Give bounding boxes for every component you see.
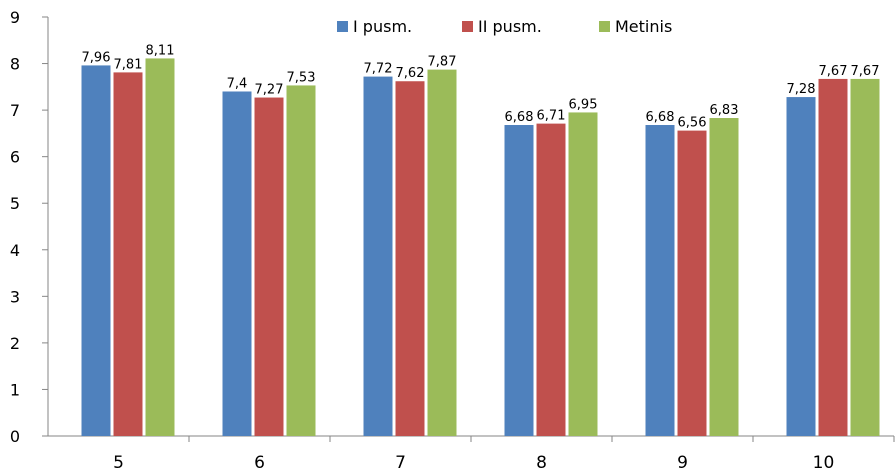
bar bbox=[504, 125, 534, 437]
bar bbox=[363, 76, 393, 436]
y-tick-label: 5 bbox=[10, 194, 20, 213]
bar bbox=[113, 72, 143, 436]
bar bbox=[709, 118, 739, 436]
chart-data-labels: 7,96 7,818,117,4 7,277,537,72 7,627,876,68 6… bbox=[82, 43, 880, 130]
data-label: 7,87 bbox=[428, 55, 457, 70]
y-tick-label: 0 bbox=[10, 427, 20, 446]
data-label: 6,95 bbox=[569, 97, 598, 112]
bar bbox=[145, 58, 175, 436]
y-tick-label: 3 bbox=[10, 287, 20, 306]
y-tick-label: 6 bbox=[10, 148, 20, 167]
y-tick-label: 1 bbox=[10, 380, 20, 399]
x-tick-label: 7 bbox=[395, 453, 406, 470]
data-label: 7,62 bbox=[396, 66, 425, 81]
data-label: 7,81 bbox=[114, 57, 143, 72]
data-label: 6,68 bbox=[646, 110, 675, 125]
bar bbox=[568, 112, 598, 436]
bar bbox=[254, 97, 284, 437]
bar bbox=[645, 125, 675, 437]
y-tick-label: 2 bbox=[10, 334, 20, 353]
legend-swatch bbox=[462, 21, 473, 32]
chart-axes bbox=[47, 17, 895, 442]
x-tick-label: 10 bbox=[813, 453, 835, 470]
data-label: 8,11 bbox=[146, 43, 175, 58]
data-label: 7,67 bbox=[819, 64, 848, 79]
legend-swatch bbox=[599, 21, 610, 32]
data-label: 6,56 bbox=[678, 116, 707, 131]
x-tick-label: 9 bbox=[677, 453, 688, 470]
legend-entry: I pusm. bbox=[337, 17, 412, 36]
bar bbox=[81, 65, 111, 436]
x-axis-labels: 5 6 7 8 9 10 bbox=[113, 453, 834, 470]
data-label: 7,53 bbox=[287, 70, 316, 85]
x-tick-label: 8 bbox=[536, 453, 547, 470]
data-label: 7,96 bbox=[82, 50, 111, 65]
data-label: 7,72 bbox=[364, 62, 393, 77]
y-tick-label: 9 bbox=[10, 8, 20, 27]
x-tick-label: 5 bbox=[113, 453, 124, 470]
y-tick-label: 8 bbox=[10, 55, 20, 74]
x-tick-label: 6 bbox=[254, 453, 265, 470]
legend-swatch bbox=[337, 21, 348, 32]
bar bbox=[286, 85, 316, 436]
data-label: 7,27 bbox=[255, 83, 284, 98]
bar bbox=[222, 91, 252, 436]
y-tick-label: 4 bbox=[10, 241, 20, 260]
data-label: 6,83 bbox=[710, 103, 739, 118]
legend-entry: Metinis bbox=[599, 17, 672, 36]
bar bbox=[536, 123, 566, 437]
legend-label: II pusm. bbox=[478, 17, 542, 36]
data-label: 7,28 bbox=[787, 82, 816, 97]
bar bbox=[850, 78, 880, 437]
data-label: 6,71 bbox=[537, 109, 566, 124]
data-label: 7,4 bbox=[227, 76, 248, 91]
bar bbox=[677, 130, 707, 436]
legend-label: Metinis bbox=[615, 17, 672, 36]
y-tick-label: 7 bbox=[10, 101, 20, 120]
y-axis-ticks: 0 1 2 3 4 5 6 7 8 9 bbox=[10, 8, 48, 446]
bar bbox=[395, 81, 425, 436]
data-label: 7,67 bbox=[851, 64, 880, 79]
chart-legend: I pusm. II pusm. Metinis bbox=[337, 17, 672, 36]
bar bbox=[427, 69, 457, 436]
data-label: 6,68 bbox=[505, 110, 534, 125]
chart-bars bbox=[81, 58, 880, 437]
legend-entry: II pusm. bbox=[462, 17, 542, 36]
legend-label: I pusm. bbox=[353, 17, 412, 36]
bar bbox=[818, 78, 848, 437]
bar bbox=[786, 97, 816, 436]
